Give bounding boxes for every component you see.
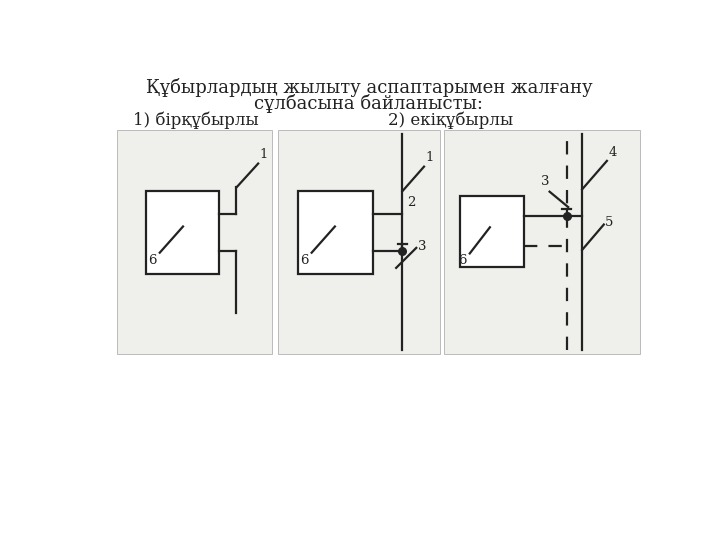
Text: 2) екіқұбырлы: 2) екіқұбырлы [388, 111, 513, 129]
Text: 6: 6 [459, 254, 467, 267]
Bar [277, 130, 441, 354]
Text: 2: 2 [407, 197, 415, 210]
Bar [297, 191, 373, 274]
Bar [145, 191, 220, 274]
Text: 1) бірқұбырлы: 1) бірқұбырлы [132, 111, 258, 129]
Bar [444, 130, 640, 354]
Bar [461, 197, 524, 267]
Text: Құбырлардың жылыту аспаптарымен жалғану: Құбырлардың жылыту аспаптарымен жалғану [145, 78, 593, 97]
Text: 1: 1 [426, 151, 434, 164]
Text: 4: 4 [608, 146, 617, 159]
Bar [117, 130, 272, 354]
Text: сұлбасына байланысты:: сұлбасына байланысты: [254, 94, 484, 113]
Text: 3: 3 [541, 175, 549, 188]
Text: 3: 3 [418, 240, 426, 253]
Text: 5: 5 [606, 217, 613, 230]
Text: 6: 6 [148, 254, 156, 267]
Text: 6: 6 [300, 254, 308, 267]
Text: 1: 1 [260, 148, 268, 161]
